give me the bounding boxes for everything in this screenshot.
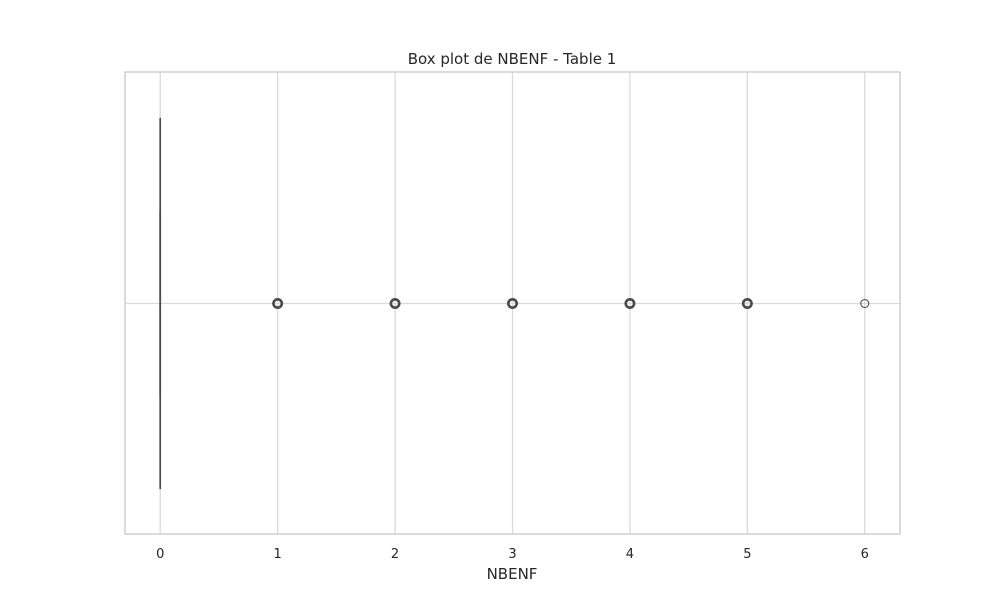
x-axis-label: NBENF	[487, 565, 538, 583]
outlier-point-6	[860, 298, 870, 309]
x-axis-ticks: 0 1 2 3 4 5 6	[156, 547, 869, 562]
plot-frame	[124, 71, 901, 535]
x-tick-label-6: 6	[861, 547, 869, 562]
chart-title: Box plot de NBENF - Table 1	[408, 50, 617, 68]
outlier-point-5	[741, 297, 753, 309]
grid-lines	[125, 72, 900, 534]
x-tick-label-5: 5	[743, 547, 751, 562]
x-tick-label-2: 2	[391, 547, 399, 562]
x-tick-label-0: 0	[156, 547, 164, 562]
outlier-point-1	[272, 297, 284, 309]
outlier-point-3	[506, 297, 518, 309]
x-tick-label-1: 1	[274, 547, 282, 562]
outlier-point-2	[389, 297, 401, 309]
outlier-point-4	[624, 297, 636, 309]
plot-area	[159, 117, 870, 490]
x-tick-label-3: 3	[508, 547, 516, 562]
x-tick-label-4: 4	[626, 547, 634, 562]
